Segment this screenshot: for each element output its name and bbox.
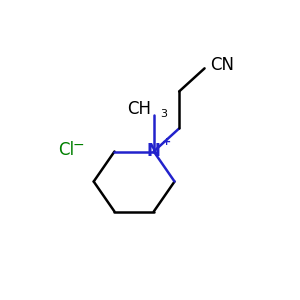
- Text: +: +: [162, 137, 171, 147]
- Text: CH: CH: [128, 100, 152, 118]
- Text: Cl: Cl: [58, 141, 74, 159]
- Text: 3: 3: [160, 109, 168, 119]
- Text: −: −: [73, 138, 85, 152]
- Text: N: N: [147, 142, 161, 160]
- Text: CN: CN: [210, 56, 234, 74]
